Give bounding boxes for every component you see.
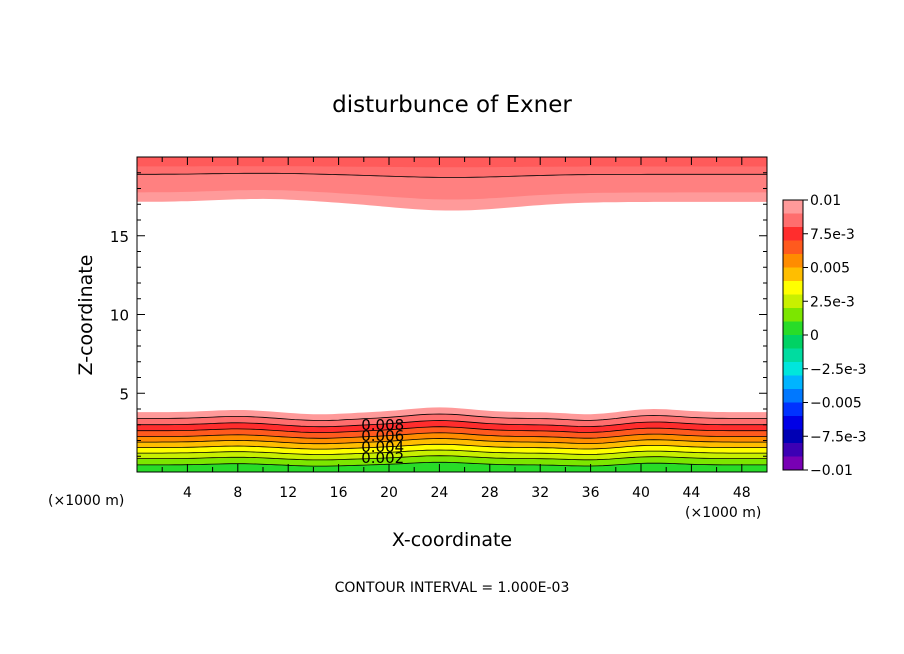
colorbar-swatch (783, 281, 803, 295)
axis-ticks (137, 157, 767, 472)
lower-contour-line-8 (137, 455, 767, 461)
colorbar-swatch (783, 402, 803, 417)
y-axis-label: Z-coordinate (75, 255, 97, 376)
lower-contour-line-2 (137, 420, 767, 428)
colorbar-swatch (783, 456, 803, 471)
contour-label-1: 0.006 (361, 427, 404, 445)
x-tick-labels: 4 8 12 16 20 24 28 32 36 40 44 48 (183, 485, 751, 501)
lower-contour-line-3 (137, 426, 767, 434)
x-unit-label: (×1000 m) (685, 505, 761, 521)
contour-label-0: 0.008 (361, 416, 404, 434)
x-tick-label: 8 (233, 485, 242, 501)
colorbar-swatch (783, 213, 803, 228)
colorbar-label: 0.01 (810, 193, 841, 209)
colorbar-swatch (783, 389, 803, 403)
colorbar-swatch (783, 227, 803, 241)
x-tick-label: 20 (380, 485, 398, 501)
upper-contour-line-2 (137, 172, 767, 178)
colorbar-swatch (783, 335, 803, 349)
lower-contour-line-1 (137, 413, 767, 421)
lower-contour-line-5 (137, 438, 767, 445)
colorbar-swatch (783, 348, 803, 363)
y-tick-label: 5 (119, 385, 129, 403)
lower-contour-line-4 (137, 432, 767, 439)
x-tick-label: 32 (531, 485, 549, 501)
y-tick-label: 10 (110, 307, 129, 325)
x-axis-label: X-coordinate (392, 529, 512, 551)
colorbar-swatch (783, 362, 803, 376)
contour-interval-note: CONTOUR INTERVAL = 1.000E-03 (335, 580, 570, 596)
lower-contour-line-6 (137, 443, 767, 450)
x-tick-label: 44 (682, 485, 700, 501)
y-tick-label: 15 (110, 228, 129, 246)
contour-label-3: 0.002 (361, 449, 404, 467)
contour-line-layer (137, 172, 767, 467)
contour-label-2: 0.004 (361, 438, 404, 456)
colorbar-labels: 0.01 7.5e-3 0.005 2.5e-3 0 −2.5e-3 −0.005 −7.5e… (803, 193, 867, 479)
colorbar-label: 2.5e-3 (810, 294, 855, 310)
colorbar-swatch (783, 254, 803, 268)
x-tick-label: 28 (481, 485, 499, 501)
x-tick-label: 48 (733, 485, 751, 501)
colorbar-label: −7.5e-3 (810, 429, 867, 445)
lower-contour-line-9 (137, 461, 767, 467)
colorbar-swatch (783, 443, 803, 457)
x-tick-label: 40 (632, 485, 650, 501)
colorbar-swatch (783, 321, 803, 336)
colorbar-label: 7.5e-3 (810, 227, 855, 243)
y-unit-label: (×1000 m) (48, 493, 124, 509)
colorbar-swatch (783, 429, 803, 444)
contour-fill-layer (137, 157, 767, 472)
x-tick-label: 12 (279, 485, 297, 501)
lower-band-9 (137, 462, 767, 472)
colorbar-label: −0.01 (810, 463, 853, 479)
colorbar-label: 0 (810, 328, 819, 344)
upper-band-3 (137, 157, 767, 168)
colorbar-label: 0.005 (810, 261, 850, 277)
colorbar (782, 199, 804, 471)
x-tick-label: 16 (330, 485, 348, 501)
colorbar-swatch (783, 267, 803, 282)
x-tick-label: 24 (430, 485, 448, 501)
lower-contour-line-7 (137, 449, 767, 455)
colorbar-swatch (783, 240, 803, 255)
colorbar-swatch (783, 375, 803, 390)
x-tick-label: 4 (183, 485, 192, 501)
colorbar-label: −2.5e-3 (810, 362, 867, 378)
colorbar-swatch (783, 294, 803, 309)
colorbar-swatch (783, 308, 803, 322)
colorbar-swatch (783, 416, 803, 430)
colorbar-swatch (783, 200, 803, 214)
y-tick-labels: 5 10 15 (110, 228, 129, 404)
chart-title: disturbunce of Exner (332, 92, 572, 118)
colorbar-label: −0.005 (810, 396, 862, 412)
x-tick-label: 36 (582, 485, 600, 501)
